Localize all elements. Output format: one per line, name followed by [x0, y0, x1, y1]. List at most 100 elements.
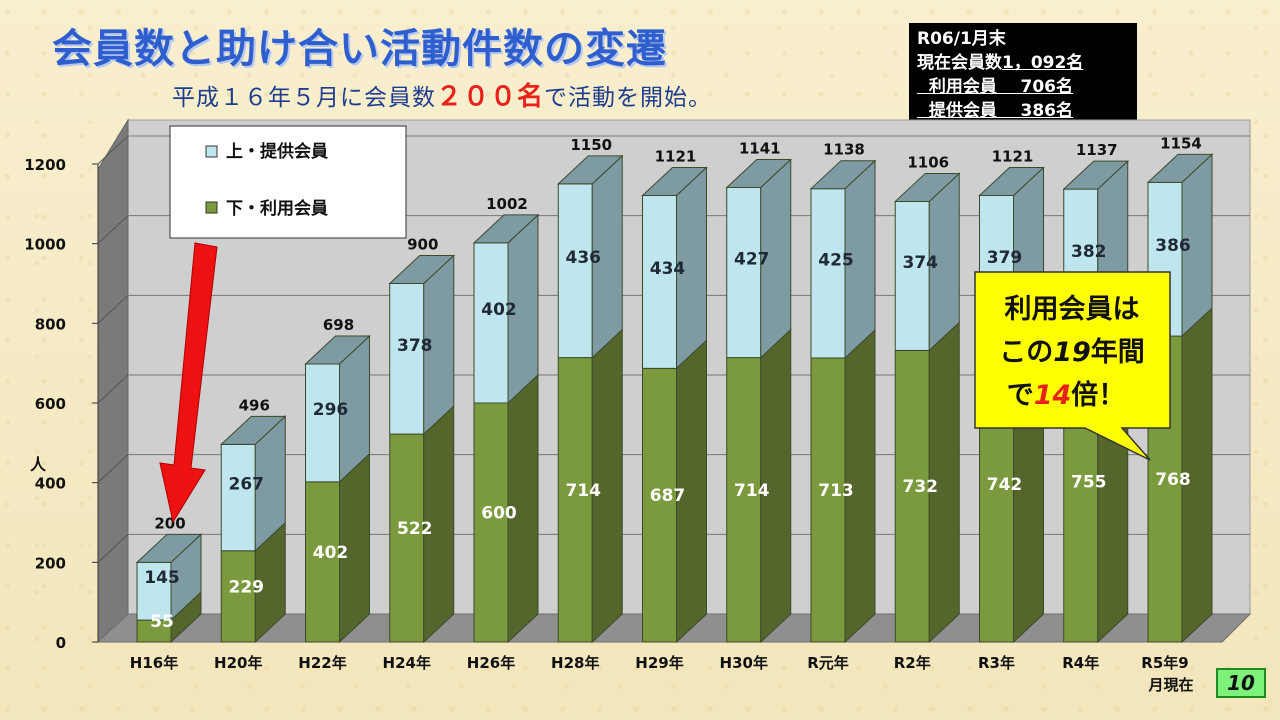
data-label-upper: 436 — [566, 248, 602, 268]
data-label-lower: 755 — [1071, 473, 1107, 493]
callout-line3_num: 14 — [1034, 380, 1072, 411]
data-label-upper: 386 — [1155, 236, 1191, 256]
data-label-upper: 378 — [397, 336, 433, 356]
bar-upper-top — [725, 159, 793, 189]
callout-line2: この19年間 — [999, 336, 1145, 368]
bar-upper-top — [1146, 153, 1214, 183]
legend-swatch-provider — [205, 145, 218, 158]
info-total-label: 現在会員数 — [917, 53, 1002, 73]
subtitle-text-pre: 平成１６年５月に会員数 — [172, 85, 436, 111]
x-tick-label: R3年 — [978, 654, 1015, 672]
bar-lower-front — [726, 357, 762, 643]
data-label-total: 1154 — [1160, 134, 1202, 152]
data-label-lower: 522 — [397, 519, 433, 539]
x-tick-label: H29年 — [635, 654, 683, 672]
bar-upper-front — [810, 188, 846, 359]
callout-line2_num: 19 — [1053, 337, 1091, 368]
bar-lower — [220, 521, 286, 644]
gridline-side — [97, 374, 129, 404]
data-label-total: 496 — [239, 396, 270, 414]
data-label-lower: 687 — [650, 486, 686, 506]
slide-title: 会員数と助け合い活動件数の変遷 — [52, 26, 667, 72]
bar-upper — [893, 172, 961, 352]
callout-line3_pre: で — [1007, 380, 1034, 411]
bar-lower — [389, 404, 455, 644]
legend-box — [169, 125, 407, 239]
data-label-lower: 714 — [566, 481, 602, 501]
gridline-side — [97, 533, 129, 563]
callout-line3_post: 倍！ — [1071, 379, 1125, 411]
y-tick-label: 1000 — [24, 236, 66, 254]
bar-lower — [642, 339, 707, 644]
bar-upper-top — [219, 415, 287, 445]
bar-lower-front — [557, 357, 593, 643]
data-label-lower: 768 — [1155, 470, 1191, 490]
data-label-lower: 55 — [150, 612, 174, 632]
x-tick-label: 月現在 — [1147, 676, 1193, 694]
bar-upper — [304, 334, 371, 484]
info-providers: 提供会員 386名 — [917, 101, 1073, 121]
legend-label-user: 下・利用会員 — [226, 198, 328, 219]
data-label-upper: 296 — [313, 400, 349, 420]
gridline-side — [97, 215, 129, 245]
data-label-lower: 600 — [481, 504, 517, 524]
x-tick-label: H28年 — [551, 654, 599, 672]
callout-line2_post: 年間 — [1091, 336, 1145, 368]
bar-upper-top — [1062, 160, 1130, 190]
x-tick-label: H24年 — [383, 654, 431, 672]
red-arrow-shape — [159, 242, 218, 524]
bar-upper-front — [894, 200, 930, 351]
data-label-upper: 427 — [734, 250, 770, 270]
data-label-upper: 379 — [987, 248, 1023, 268]
x-tick-label: H20年 — [214, 654, 262, 672]
info-total: 現在会員数1，092名 — [917, 51, 1137, 75]
bar-lower — [726, 328, 792, 644]
x-tick-label: R元年 — [807, 654, 849, 672]
x-tick-label: R2年 — [894, 654, 931, 672]
data-label-total: 200 — [154, 514, 185, 532]
x-tick-label: R4年 — [1062, 654, 1099, 672]
gridline-side — [97, 135, 129, 165]
data-label-total: 900 — [407, 236, 438, 254]
bar-upper-front — [305, 363, 340, 483]
bar-upper-top — [135, 533, 203, 563]
data-label-upper: 434 — [650, 259, 686, 279]
info-date: R06/1月末 — [917, 29, 1006, 49]
data-label-total: 1121 — [655, 147, 697, 165]
info-users: 利用会員 706名 — [917, 77, 1073, 97]
bar-upper-top — [388, 255, 456, 284]
callout-line1: 利用会員は — [1005, 294, 1140, 325]
bar-lower — [305, 452, 370, 644]
bar-upper-front — [136, 561, 172, 621]
y-tick-label: 0 — [56, 634, 66, 652]
bar-upper — [472, 213, 540, 405]
bar-upper-front — [557, 183, 593, 359]
bar-upper — [809, 159, 877, 360]
page-number: 10 — [1216, 668, 1266, 698]
y-tick-label: 200 — [35, 554, 66, 572]
bar-upper-front — [726, 187, 762, 359]
subtitle-highlight: ２００名 — [436, 82, 545, 112]
data-label-upper: 425 — [818, 250, 854, 270]
data-label-lower: 742 — [987, 475, 1023, 495]
legend-label-provider: 上・提供会員 — [226, 141, 328, 162]
data-label-upper: 145 — [144, 568, 180, 588]
data-label-lower: 229 — [229, 577, 265, 597]
bar-lower — [894, 321, 960, 644]
bar-upper-top — [893, 172, 961, 202]
bar-upper-top — [556, 155, 624, 185]
data-label-upper: 402 — [481, 300, 517, 320]
info-total-value: 1，092名 — [1002, 53, 1084, 73]
bar-upper-top — [472, 214, 540, 244]
legend-swatch-user — [205, 201, 218, 214]
bar-upper-top — [809, 160, 877, 190]
y-tick-label: 600 — [35, 395, 66, 413]
data-label-total: 1137 — [1076, 141, 1118, 159]
data-label-total: 1138 — [823, 141, 865, 159]
slide-subtitle: 平成１６年５月に会員数２００名で活動を開始。 — [172, 76, 712, 113]
bar-lower-front — [894, 349, 930, 643]
y-axis-label: 人 — [30, 455, 47, 474]
